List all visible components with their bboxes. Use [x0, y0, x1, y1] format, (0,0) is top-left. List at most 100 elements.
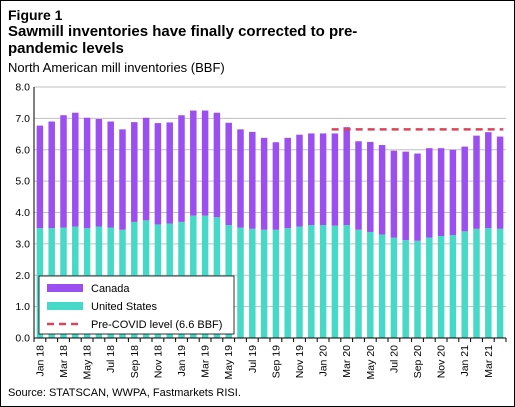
- bar-united-states: [260, 229, 268, 338]
- bar-united-states: [249, 228, 256, 338]
- bar-canada: [496, 136, 504, 229]
- bar-united-states: [237, 227, 244, 338]
- y-tick-label: 4.0: [15, 207, 30, 219]
- bar-united-states: [426, 237, 433, 338]
- bar-canada: [107, 121, 114, 228]
- bar-canada: [60, 115, 67, 228]
- bar-canada: [473, 135, 480, 229]
- legend-label: United States: [91, 301, 158, 313]
- x-tick-label: Mar 18: [58, 345, 70, 378]
- bar-united-states: [378, 234, 386, 338]
- bar-canada: [414, 153, 421, 241]
- source-note: Source: STATSCAN, WWPA, Fastmarkets RISI…: [8, 387, 241, 399]
- bar-united-states: [308, 225, 315, 338]
- bar-united-states: [414, 240, 421, 338]
- bar-canada: [72, 112, 79, 227]
- bar-canada: [284, 137, 291, 229]
- bar-united-states: [343, 225, 350, 338]
- bar-canada: [343, 127, 350, 226]
- legend: Canada United States Pre-COVID level (6.6 …: [38, 275, 235, 335]
- y-tick-label: 7.0: [15, 113, 30, 125]
- bar-united-states: [284, 228, 291, 338]
- bar-canada: [95, 119, 103, 227]
- bar-canada: [178, 115, 185, 222]
- bar-united-states: [355, 229, 362, 338]
- legend-label: Pre-COVID level (6.6 BBF): [91, 319, 222, 331]
- x-tick-label: Mar 20: [341, 345, 353, 378]
- bar-united-states: [496, 228, 504, 338]
- bar-canada: [390, 150, 398, 238]
- bar-canada: [437, 148, 445, 237]
- bar-united-states: [272, 229, 280, 338]
- x-tick-label: Sep 18: [129, 345, 141, 378]
- y-tick-label: 2.0: [15, 270, 30, 282]
- bar-canada: [355, 141, 362, 230]
- bar-canada: [331, 133, 339, 226]
- y-tick-labels: 0.0 1.0 2.0 3.0 4.0 5.0 6.0 7.0 8.0: [15, 82, 30, 345]
- x-tick-label: Jul 18: [105, 345, 117, 373]
- legend-swatch-canada: [47, 284, 83, 292]
- bar-canada: [213, 112, 221, 218]
- bar-united-states: [449, 235, 457, 338]
- bar-united-states: [437, 236, 445, 338]
- bar-canada: [426, 148, 433, 238]
- bar-canada: [190, 110, 197, 216]
- x-tick-label: May 20: [365, 345, 377, 380]
- bar-canada: [367, 141, 374, 232]
- bar-united-states: [485, 228, 492, 338]
- legend-swatch-united-states: [47, 302, 83, 310]
- x-tick-label: Jan 20: [318, 345, 330, 377]
- bar-canada: [260, 137, 268, 230]
- axes: [33, 87, 507, 342]
- bar-canada: [485, 132, 492, 229]
- x-tick-label: May 19: [223, 345, 235, 380]
- x-tick-label: Nov 20: [436, 345, 448, 378]
- x-tick-label: Jul 19: [247, 345, 259, 373]
- bar-canada: [201, 110, 209, 216]
- bar-united-states: [319, 225, 327, 338]
- x-tick-label: Mar 19: [200, 345, 212, 378]
- bar-canada: [402, 151, 409, 241]
- bar-canada: [48, 121, 55, 229]
- x-tick-label: Sep 20: [412, 345, 424, 378]
- y-tick-label: 0.0: [15, 333, 30, 345]
- y-tick-label: 5.0: [15, 176, 30, 188]
- bar-canada: [449, 149, 457, 236]
- bar-united-states: [461, 231, 468, 338]
- bar-canada: [131, 122, 138, 222]
- x-tick-label: Jan 21: [459, 345, 471, 377]
- x-tick-label: May 18: [82, 345, 94, 380]
- bar-canada: [249, 131, 256, 229]
- x-tick-label: Nov 18: [152, 345, 164, 378]
- x-tick-label: Nov 19: [294, 345, 306, 378]
- y-tick-label: 3.0: [15, 238, 30, 250]
- bar-united-states: [296, 226, 303, 338]
- x-tick-label: Jan 18: [34, 345, 46, 377]
- bar-canada: [237, 129, 244, 228]
- gridlines: [34, 86, 506, 308]
- bar-united-states: [367, 231, 374, 338]
- bar-canada: [319, 133, 327, 226]
- bar-canada: [36, 125, 44, 229]
- bar-canada: [83, 117, 91, 229]
- bar-united-states: [390, 237, 398, 338]
- x-tick-label: Sep 19: [270, 345, 282, 378]
- y-tick-label: 1.0: [15, 301, 30, 313]
- bar-canada: [296, 134, 303, 227]
- bar-canada: [119, 129, 126, 230]
- bar-canada: [225, 122, 232, 226]
- chart-title: Sawmill inventories have finally correct…: [8, 23, 358, 57]
- x-tick-label: Jul 20: [388, 345, 400, 373]
- bar-united-states: [402, 240, 409, 338]
- bar-canada: [308, 133, 315, 226]
- legend-label: Canada: [91, 283, 130, 295]
- y-tick-label: 8.0: [15, 82, 30, 94]
- bar-united-states: [473, 228, 480, 338]
- x-tick-labels: Jan 18 Mar 18 May 18 Jul 18 Sep 18 Nov 18 Jan …: [34, 345, 494, 380]
- bar-canada: [461, 146, 468, 232]
- figure-label: Figure 1: [8, 7, 63, 23]
- bar-united-states: [331, 225, 339, 338]
- chart-subtitle: North American mill inventories (BBF): [8, 60, 225, 75]
